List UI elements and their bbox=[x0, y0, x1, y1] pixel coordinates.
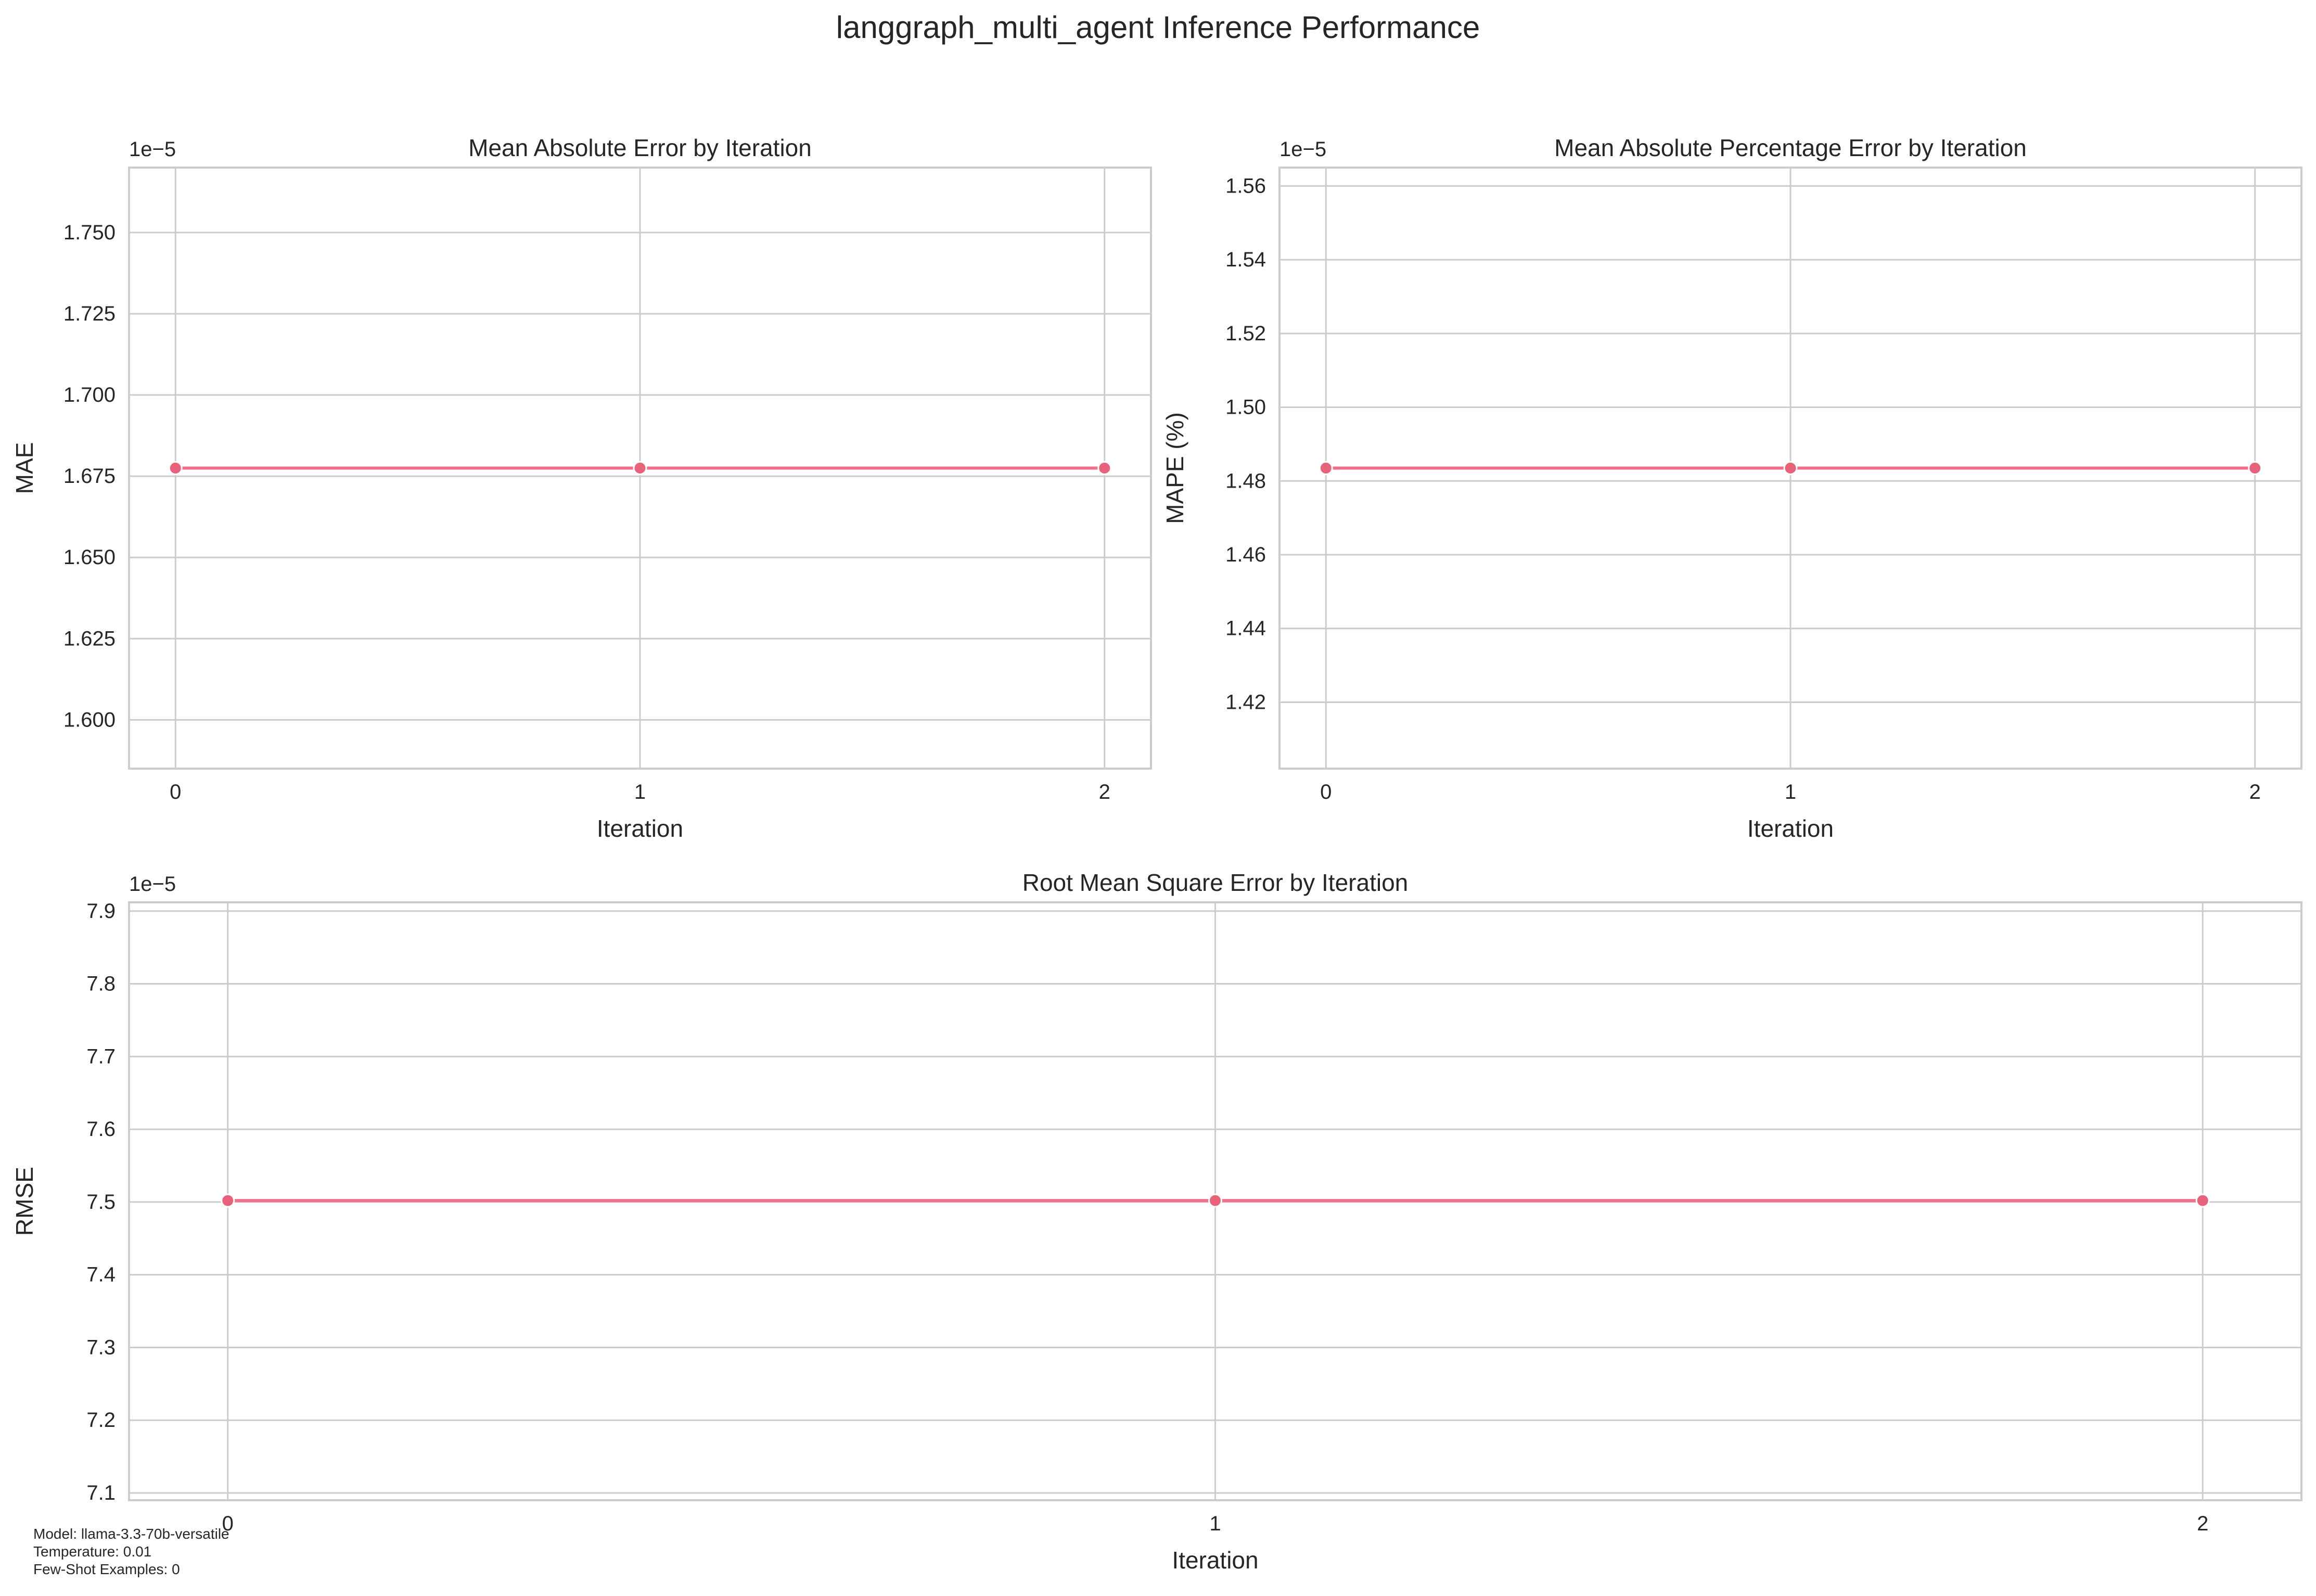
panel-3-axes-frame bbox=[128, 901, 2302, 1501]
panel-3-y-tick-label: 7.6 bbox=[86, 1118, 116, 1141]
panel-3-title: Root Mean Square Error by Iteration bbox=[1022, 869, 1408, 896]
panel-2-x-axis-label: Iteration bbox=[1747, 815, 1834, 842]
panel-1-x-axis-label: Iteration bbox=[597, 815, 683, 842]
panel-3-y-tick-label: 7.5 bbox=[86, 1191, 116, 1214]
figure-title: langgraph_multi_agent Inference Performa… bbox=[836, 10, 1480, 45]
panel-3-y-axis-label: RMSE bbox=[11, 1167, 38, 1236]
panel-2-title: Mean Absolute Percentage Error by Iterat… bbox=[1554, 134, 2027, 161]
panel-1-y-tick-label: 1.750 bbox=[63, 221, 116, 244]
panel-1-y-tick-label: 1.675 bbox=[63, 465, 116, 488]
panel-3-y-tick-label: 7.2 bbox=[86, 1409, 116, 1432]
panel-3-y-tick-label: 7.1 bbox=[86, 1482, 116, 1504]
panel-3-data-point bbox=[2195, 1193, 2210, 1208]
panel-3-x-axis-label: Iteration bbox=[1172, 1547, 1258, 1574]
panel-2-y-tick-label: 1.48 bbox=[1225, 469, 1266, 492]
model-note: Model: llama-3.3-70b-versatile bbox=[33, 1526, 229, 1542]
panel-2-x-tick-label: 1 bbox=[1785, 781, 1796, 803]
panel-3-y-tick-label: 7.7 bbox=[86, 1045, 116, 1068]
panel-2-y-tick-label: 1.44 bbox=[1225, 617, 1266, 640]
temperature-note: Temperature: 0.01 bbox=[33, 1543, 152, 1560]
panel-2-y-tick-label: 1.46 bbox=[1225, 543, 1266, 566]
panel-2-x-tick-label: 0 bbox=[1320, 781, 1332, 803]
panel-2-y-tick-label: 1.56 bbox=[1225, 174, 1266, 197]
panel-3-x-tick-label: 0 bbox=[222, 1512, 234, 1535]
panel-1-axes-frame bbox=[128, 167, 1152, 770]
panel-1-y-tick-label: 1.725 bbox=[63, 302, 116, 325]
panel-1-x-tick-label: 2 bbox=[1099, 781, 1110, 803]
panel-1-data-point bbox=[1097, 461, 1112, 475]
panel-2-x-tick-label: 2 bbox=[2249, 781, 2261, 803]
panel-2-offset-label: 1e−5 bbox=[1279, 138, 1326, 161]
panel-1-y-tick-label: 1.600 bbox=[63, 708, 116, 731]
panel-1-y-tick-label: 1.650 bbox=[63, 546, 116, 569]
panel-3-y-tick-label: 7.3 bbox=[86, 1336, 116, 1359]
panel-1-y-tick-label: 1.625 bbox=[63, 627, 116, 650]
panel-3-x-tick-label: 2 bbox=[2197, 1512, 2208, 1535]
panel-3-x-tick-label: 1 bbox=[1209, 1512, 1221, 1535]
panel-2-y-tick-label: 1.50 bbox=[1225, 396, 1266, 419]
panel-2-y-tick-label: 1.42 bbox=[1225, 691, 1266, 713]
panel-3-y-tick-label: 7.4 bbox=[86, 1263, 116, 1286]
panel-1-offset-label: 1e−5 bbox=[129, 138, 176, 161]
panel-1-data-point bbox=[633, 461, 647, 475]
panel-3-data-point bbox=[1208, 1193, 1222, 1208]
panel-2-data-point bbox=[1783, 461, 1798, 475]
few-shot-note: Few-Shot Examples: 0 bbox=[33, 1561, 180, 1577]
panel-1-y-axis-label: MAE bbox=[11, 442, 38, 494]
run-info-footnote: Model: llama-3.3-70b-versatile Temperatu… bbox=[33, 1525, 229, 1578]
panel-2-axes-frame bbox=[1278, 167, 2302, 770]
panel-2-y-axis-label: MAPE (%) bbox=[1161, 412, 1188, 524]
panel-2-data-point bbox=[1319, 461, 1333, 475]
panel-2-y-tick-label: 1.52 bbox=[1225, 322, 1266, 345]
panel-3-y-tick-label: 7.9 bbox=[86, 900, 116, 923]
panel-1-data-point bbox=[168, 461, 183, 475]
panel-3-y-tick-label: 7.8 bbox=[86, 973, 116, 995]
panel-2-data-point bbox=[2248, 461, 2262, 475]
panel-2-y-tick-label: 1.54 bbox=[1225, 248, 1266, 271]
panel-3-offset-label: 1e−5 bbox=[129, 873, 176, 896]
panel-1-y-tick-label: 1.700 bbox=[63, 384, 116, 406]
panel-1-x-tick-label: 1 bbox=[634, 781, 646, 803]
panel-1-title: Mean Absolute Error by Iteration bbox=[468, 134, 812, 161]
panel-1-x-tick-label: 0 bbox=[170, 781, 181, 803]
panel-3-data-point bbox=[221, 1193, 235, 1208]
